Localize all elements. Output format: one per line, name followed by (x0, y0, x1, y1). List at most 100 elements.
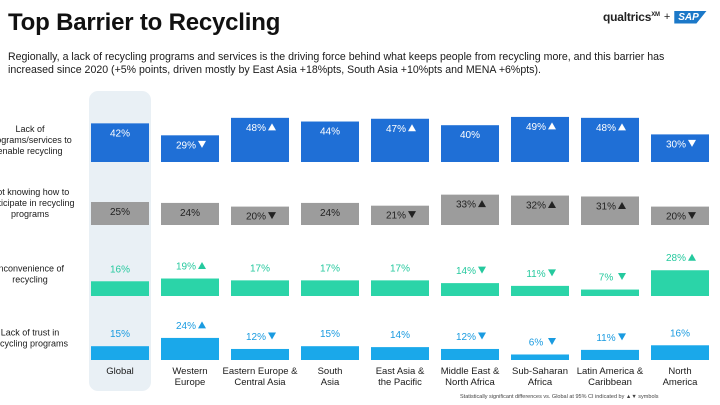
sig-down-icon (198, 140, 206, 148)
data-label: 30% (666, 139, 686, 150)
bar (441, 125, 499, 162)
bar (581, 349, 639, 360)
bar (581, 117, 639, 162)
bar (371, 280, 429, 296)
data-label: 31% (596, 201, 616, 212)
data-label: 11% (596, 333, 615, 344)
sig-up-icon (618, 201, 626, 209)
bar (301, 280, 359, 296)
sig-down-icon (478, 332, 486, 340)
data-label: 24% (320, 208, 340, 219)
category-label: Latin America & (577, 366, 644, 377)
row-label: Not knowing how to (0, 187, 69, 197)
logo-plus: + (663, 11, 671, 23)
data-label: 40% (460, 130, 480, 141)
row-label: participate in recycling (0, 198, 75, 208)
data-label: 11% (526, 269, 545, 280)
brand-logo: qualtricsXM + SAP (603, 8, 707, 26)
page-subtitle: Regionally, a lack of recycling programs… (8, 51, 665, 76)
category-label: America (663, 377, 699, 388)
bar (581, 289, 639, 296)
bar (91, 202, 149, 225)
highlight-column-bg (89, 91, 151, 391)
data-label: 44% (320, 127, 340, 138)
sig-up-icon (268, 123, 276, 131)
sig-down-icon (688, 139, 696, 147)
sig-up-icon (548, 201, 556, 209)
bar (161, 337, 219, 360)
data-label: 48% (596, 123, 616, 134)
bar (581, 196, 639, 225)
category-label: East Asia & (376, 366, 425, 377)
category-label: Sub-Saharan (512, 366, 568, 377)
page-title: Top Barrier to Recycling (8, 9, 281, 36)
data-label: 24% (176, 321, 196, 332)
bar (91, 123, 149, 162)
bar (301, 346, 359, 360)
category-label: Asia (321, 377, 340, 388)
category-label: Europe (175, 377, 206, 388)
data-label: 33% (456, 200, 476, 211)
category-label: Middle East & (441, 366, 500, 377)
data-label: 17% (390, 263, 410, 274)
bar (441, 194, 499, 225)
data-label: 14% (390, 330, 410, 341)
data-label: 24% (180, 208, 200, 219)
bar (161, 135, 219, 162)
sig-down-icon (618, 333, 626, 341)
sig-up-icon (688, 253, 696, 261)
bar (441, 348, 499, 360)
data-label: 29% (176, 140, 196, 151)
data-label: 32% (526, 201, 546, 212)
bar (161, 202, 219, 225)
category-label: Global (106, 366, 133, 377)
sig-down-icon (548, 337, 556, 345)
category-label: Africa (528, 377, 553, 388)
bar (511, 285, 569, 296)
data-label: 25% (110, 207, 130, 218)
bar (441, 283, 499, 296)
data-label: 12% (456, 332, 476, 343)
data-label: 12% (246, 332, 266, 343)
sig-up-icon (618, 123, 626, 131)
bar (231, 280, 289, 296)
bar (651, 270, 709, 296)
data-label: 48% (246, 123, 266, 134)
bar (651, 206, 709, 225)
bar (511, 195, 569, 225)
row-label: Inconvenience of (0, 264, 65, 274)
data-label: 7% (599, 273, 614, 284)
row-label: Lack of trust in (1, 328, 60, 338)
data-label: 17% (320, 263, 340, 274)
bar (231, 348, 289, 360)
category-label: North (668, 366, 691, 377)
data-label: 6% (529, 337, 544, 348)
sig-down-icon (618, 273, 626, 281)
bar (301, 202, 359, 225)
bar (91, 281, 149, 296)
sig-up-icon (198, 321, 206, 329)
data-label: 17% (250, 263, 270, 274)
data-label: 49% (526, 122, 546, 133)
bar (371, 118, 429, 162)
row-label: enable recycling (0, 146, 63, 156)
row-label: programs (11, 209, 50, 219)
data-label: 16% (670, 328, 690, 339)
bar (231, 206, 289, 225)
sig-down-icon (268, 212, 276, 220)
data-label: 14% (456, 266, 476, 277)
bar (511, 354, 569, 360)
sig-up-icon (408, 124, 416, 132)
data-label: 16% (110, 264, 130, 275)
data-label: 20% (246, 212, 266, 223)
category-label: Eastern Europe & (223, 366, 299, 377)
data-label: 19% (176, 262, 196, 273)
sap-logo: SAP (674, 10, 707, 24)
bar (511, 116, 569, 162)
category-label: Central Asia (234, 377, 286, 388)
data-label: 42% (110, 128, 130, 139)
qualtrics-logo: qualtricsXM (603, 10, 660, 24)
sig-down-icon (478, 266, 486, 274)
bar (651, 345, 709, 360)
